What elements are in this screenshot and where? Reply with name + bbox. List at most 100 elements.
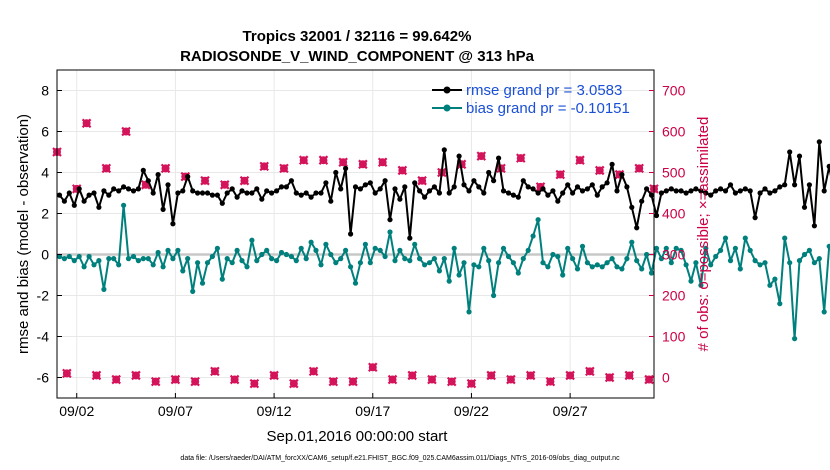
rmse-point (328, 198, 334, 204)
rmse-point (293, 190, 299, 196)
bias-point (767, 282, 773, 288)
bias-point (224, 256, 230, 262)
chart-subtitle: RADIOSONDE_V_WIND_COMPONENT @ 313 hPa (180, 48, 535, 65)
obs-assimilated-marker (200, 175, 210, 186)
rmse-point (722, 188, 729, 194)
obs-count-point (545, 376, 556, 387)
rmse-point (313, 190, 319, 196)
obs-assimilated-marker (338, 157, 348, 168)
rmse-point (796, 153, 803, 159)
rmse-point (826, 163, 830, 169)
rmse-point (648, 192, 655, 198)
rmse-point (767, 190, 773, 196)
obs-assimilated-marker (259, 161, 270, 172)
rmse-point (348, 231, 354, 237)
rmse-point (545, 192, 551, 198)
rmse-point (673, 188, 679, 194)
bias-point (274, 258, 280, 264)
bias-point (338, 256, 344, 262)
bias-point (116, 262, 122, 268)
rmse-point (180, 188, 186, 194)
rmse-point (195, 190, 201, 196)
y-right-tick-label: 100 (662, 329, 686, 345)
obs-count-point (289, 378, 299, 389)
bias-point (540, 260, 546, 266)
bias-point (111, 256, 117, 262)
rmse-point (160, 206, 166, 212)
bias-point (570, 256, 576, 262)
obs-count-point (624, 370, 635, 381)
bias-point (747, 247, 753, 253)
obs-count-point (101, 163, 112, 174)
obs-assimilated-marker (604, 372, 615, 383)
bias-point (441, 256, 447, 262)
bias-point (170, 256, 176, 262)
bias-point (431, 256, 437, 262)
obs-assimilated-marker (111, 374, 121, 385)
bias-point (392, 258, 398, 264)
bias-point (792, 336, 798, 342)
obs-assimilated-marker (298, 155, 309, 165)
rmse-point (520, 178, 526, 184)
rmse-point (417, 188, 423, 194)
bias-point (190, 288, 196, 294)
obs-count-point (387, 374, 398, 385)
rmse-point (584, 186, 591, 192)
bias-point (811, 260, 818, 266)
rmse-point (742, 186, 748, 192)
obs-assimilated-marker (81, 118, 92, 129)
obs-assimilated-marker (160, 163, 171, 174)
rmse-point (560, 190, 566, 196)
rmse-point (604, 180, 610, 186)
bias-point (545, 264, 551, 270)
rmse-point (540, 186, 546, 192)
rmse-point (91, 190, 97, 196)
obs-assimilated-marker (210, 366, 220, 377)
rmse-point (323, 180, 329, 186)
rmse-point (204, 190, 211, 196)
obs-assimilated-marker (269, 370, 279, 381)
bias-point (56, 253, 63, 260)
bias-point (584, 260, 591, 266)
bias-point (175, 247, 181, 253)
obs-assimilated-marker (131, 370, 141, 381)
bias-point (658, 256, 665, 262)
rmse-point (663, 188, 669, 194)
bias-point (382, 253, 388, 260)
rmse-point (422, 194, 428, 200)
obs-assimilated-marker (348, 376, 358, 387)
bias-point (515, 270, 521, 276)
rmse-point (574, 184, 581, 190)
rmse-point (510, 192, 516, 198)
y-tick-label: 8 (41, 83, 49, 99)
y-right-tick-label: 0 (662, 370, 670, 386)
rmse-point (214, 192, 220, 198)
obs-assimilated-marker (289, 378, 299, 389)
obs-count-point (506, 374, 516, 385)
bias-point (535, 217, 541, 223)
rmse-point (135, 186, 141, 192)
rmse-point (145, 178, 151, 184)
rmse-point (777, 184, 783, 190)
rmse-point (757, 190, 763, 196)
obs-count-point (160, 163, 171, 174)
rmse-point (718, 186, 724, 192)
rmse-point (121, 184, 127, 190)
bias-point (283, 251, 289, 258)
rmse-point (653, 212, 660, 219)
obs-assimilated-marker (427, 374, 437, 385)
rmse-point (737, 188, 743, 194)
bias-point (648, 270, 655, 276)
obs-assimilated-marker (367, 362, 378, 373)
rmse-point (185, 174, 191, 180)
obs-assimilated-marker (575, 155, 585, 165)
bias-point (101, 286, 107, 292)
obs-assimilated-marker (565, 370, 575, 381)
bias-point (185, 256, 191, 262)
obs-assimilated-marker (466, 378, 477, 389)
x-tick-label: 09/27 (553, 403, 588, 419)
rmse-point (811, 223, 818, 229)
obs-assimilated-marker (585, 366, 595, 377)
bias-point (308, 239, 314, 245)
bias-point (214, 245, 220, 251)
